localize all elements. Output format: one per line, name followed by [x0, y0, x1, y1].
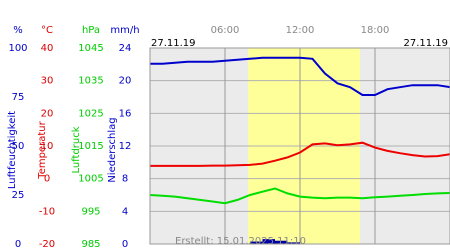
x-tick-label: 06:00 — [211, 25, 240, 36]
y-tick-label: 100 — [8, 43, 27, 54]
date-left: 27.11.19 — [151, 38, 196, 49]
y-tick-label: 20 — [119, 76, 132, 87]
y-tick-label: 12 — [119, 141, 132, 152]
precip-bar — [287, 242, 300, 244]
precip-bar — [262, 239, 275, 244]
y-tick-label: 0 — [15, 239, 21, 250]
y-tick-label: 10 — [41, 141, 54, 152]
axis-title: Luftfeuchtigkeit — [7, 111, 18, 189]
y-tick-label: -20 — [39, 239, 55, 250]
y-tick-label: 24 — [119, 43, 132, 54]
y-tick-label: 25 — [12, 190, 25, 201]
y-tick-label: 1025 — [78, 108, 103, 119]
y-tick-label: 995 — [81, 206, 100, 217]
y-tick-label: 16 — [119, 108, 132, 119]
axis-unit: mm/h — [110, 25, 139, 36]
axis-unit: hPa — [82, 25, 100, 36]
y-tick-label: 40 — [41, 43, 54, 54]
y-tick-label: 1015 — [78, 141, 103, 152]
x-tick-label: 18:00 — [361, 25, 390, 36]
axis-title: Niederschlag — [107, 117, 118, 182]
y-tick-label: 50 — [12, 141, 25, 152]
y-tick-label: 4 — [122, 206, 128, 217]
precip-bar — [275, 240, 288, 244]
precip-bar — [250, 241, 263, 244]
footer: Erstellt: 15.01.2025 11:10 — [175, 236, 306, 247]
y-tick-label: 75 — [12, 92, 25, 103]
axis-title: Luftdruck — [71, 126, 82, 173]
y-tick-label: 20 — [41, 108, 54, 119]
y-tick-label: 0 — [44, 174, 50, 185]
y-tick-label: 8 — [122, 174, 128, 185]
axis-title: Temperatur — [37, 120, 48, 179]
line-series — [150, 141, 450, 167]
y-tick-label: 30 — [41, 76, 54, 87]
y-tick-label: 0 — [122, 239, 128, 250]
y-tick-label: 1045 — [78, 43, 103, 54]
y-tick-label: 1005 — [78, 174, 103, 185]
y-tick-label: -10 — [39, 206, 55, 217]
y-tick-label: 1035 — [78, 76, 103, 87]
axis-unit: °C — [41, 25, 53, 36]
line-series — [150, 56, 450, 96]
line-series — [149, 187, 450, 205]
axis-unit: % — [13, 25, 23, 36]
y-tick-label: 985 — [81, 239, 100, 250]
x-tick-label: 12:00 — [286, 25, 315, 36]
plot-border — [149, 47, 450, 245]
date-right: 27.11.19 — [403, 38, 448, 49]
